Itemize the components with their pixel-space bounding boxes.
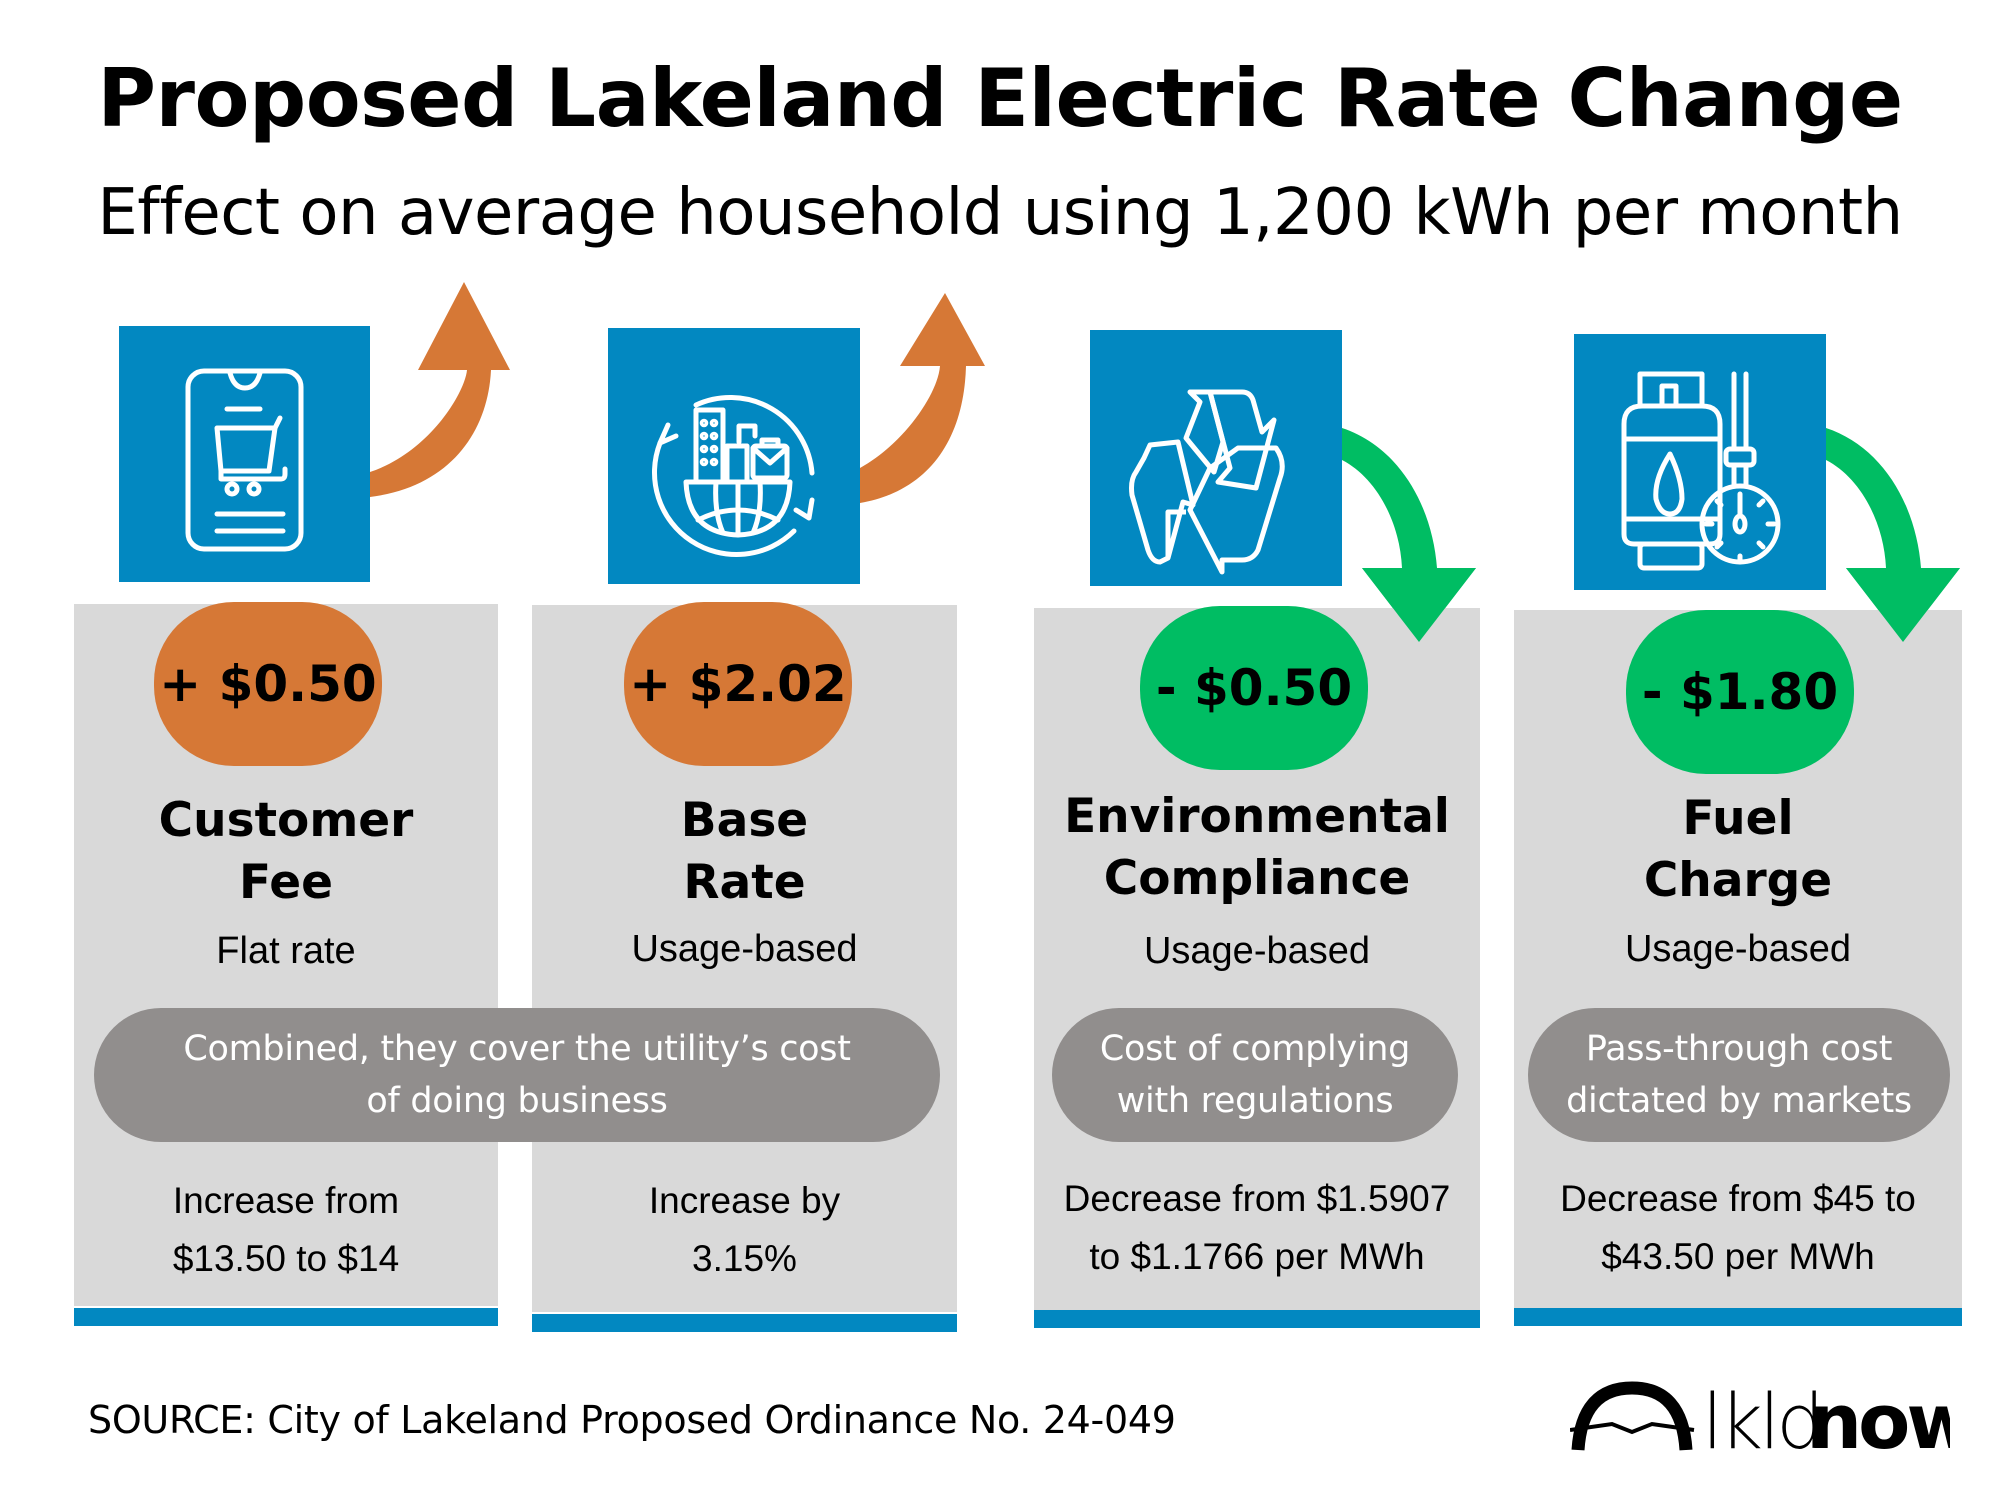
component-type-environmental-compliance: Usage-based xyxy=(1143,930,1371,972)
note-line-1: Pass-through cost xyxy=(1585,1029,1893,1069)
name-line-2: Rate xyxy=(683,855,806,910)
card-bar xyxy=(74,1308,498,1326)
detail-line-2: $43.50 per MWh xyxy=(1601,1236,1875,1277)
source-citation: SOURCE: City of Lakeland Proposed Ordina… xyxy=(88,1398,1176,1442)
component-type-fuel-charge: Usage-based xyxy=(1624,928,1852,970)
name-line-1: Fuel xyxy=(1682,791,1794,846)
global-business-icon xyxy=(651,395,815,557)
arch-icon xyxy=(1569,1381,1695,1451)
note-line-2: of doing business xyxy=(366,1081,668,1121)
change-badge-base-rate: + $2.02 xyxy=(624,602,852,766)
detail-environmental-compliance: Decrease from $1.5907 to $1.1766 per MWh xyxy=(1034,1170,1480,1286)
gas-cylinder-gauge-icon xyxy=(1621,371,1781,571)
name-line-2: Charge xyxy=(1643,853,1833,908)
increase-arrow-icon xyxy=(860,293,985,508)
note-line-1: Cost of complying xyxy=(1099,1029,1411,1069)
name-line-2: Fee xyxy=(239,855,333,910)
note-pill-fuel-charge: Pass-through cost dictated by markets xyxy=(1528,1008,1950,1142)
name-line-1: Base xyxy=(680,793,809,848)
component-type-base-rate: Usage-based xyxy=(631,928,858,970)
detail-base-rate: Increase by 3.15% xyxy=(532,1172,957,1288)
card-bar xyxy=(532,1314,957,1332)
detail-line-1: Decrease from $1.5907 xyxy=(1063,1178,1451,1219)
decrease-arrow-tip xyxy=(1846,568,1960,642)
component-name-environmental-compliance: Environmental Compliance xyxy=(1034,786,1480,910)
detail-customer-fee: Increase from $13.50 to $14 xyxy=(74,1172,498,1288)
icon-box-environmental-compliance xyxy=(1090,330,1342,586)
detail-line-2: $13.50 to $14 xyxy=(172,1238,400,1279)
note-pill-environmental-compliance: Cost of complying with regulations xyxy=(1052,1008,1458,1142)
component-name-base-rate: Base Rate xyxy=(532,790,957,914)
card-bar xyxy=(1034,1310,1480,1328)
increase-arrow-icon xyxy=(370,282,510,497)
name-line-1: Environmental xyxy=(1064,789,1450,844)
change-badge-environmental-compliance: - $0.50 xyxy=(1140,606,1368,770)
change-badge-fuel-charge: - $1.80 xyxy=(1626,610,1854,774)
shared-note-pill: Combined, they cover the utility’s cost … xyxy=(94,1008,940,1142)
detail-line-1: Increase from xyxy=(172,1180,400,1221)
note-line-2: with regulations xyxy=(1116,1081,1394,1121)
note-line-1: Combined, they cover the utility’s cost xyxy=(183,1029,851,1069)
detail-line-2: to $1.1766 per MWh xyxy=(1089,1236,1425,1277)
page-title: Proposed Lakeland Electric Rate Change xyxy=(97,52,1903,145)
name-line-2: Compliance xyxy=(1103,851,1411,906)
phone-shopping-cart-icon xyxy=(185,368,304,552)
icon-box-fuel-charge xyxy=(1574,334,1826,590)
detail-line-2: 3.15% xyxy=(692,1238,797,1279)
note-line-2: dictated by markets xyxy=(1566,1081,1912,1121)
name-line-1: Customer xyxy=(158,793,414,848)
component-type-customer-fee: Flat rate xyxy=(216,930,356,972)
logo-text-light: lkld xyxy=(1702,1380,1820,1460)
card-bar xyxy=(1514,1308,1962,1326)
icon-box-customer-fee xyxy=(119,326,370,582)
icon-box-base-rate xyxy=(608,328,860,584)
detail-line-1: Increase by xyxy=(648,1180,841,1221)
lkldnow-logo: lkld now xyxy=(1569,1377,1978,1466)
detail-line-1: Decrease from $45 to xyxy=(1560,1178,1916,1219)
logo-text-bold: now xyxy=(1808,1380,1950,1460)
detail-fuel-charge: Decrease from $45 to $43.50 per MWh xyxy=(1514,1170,1962,1286)
page-subtitle: Effect on average household using 1,200 … xyxy=(97,176,1903,250)
component-name-customer-fee: Customer Fee xyxy=(74,790,498,914)
change-badge-customer-fee: + $0.50 xyxy=(154,602,382,766)
recycle-icon xyxy=(1129,389,1285,575)
decrease-arrow-tip xyxy=(1362,568,1476,642)
component-name-fuel-charge: Fuel Charge xyxy=(1514,788,1962,912)
